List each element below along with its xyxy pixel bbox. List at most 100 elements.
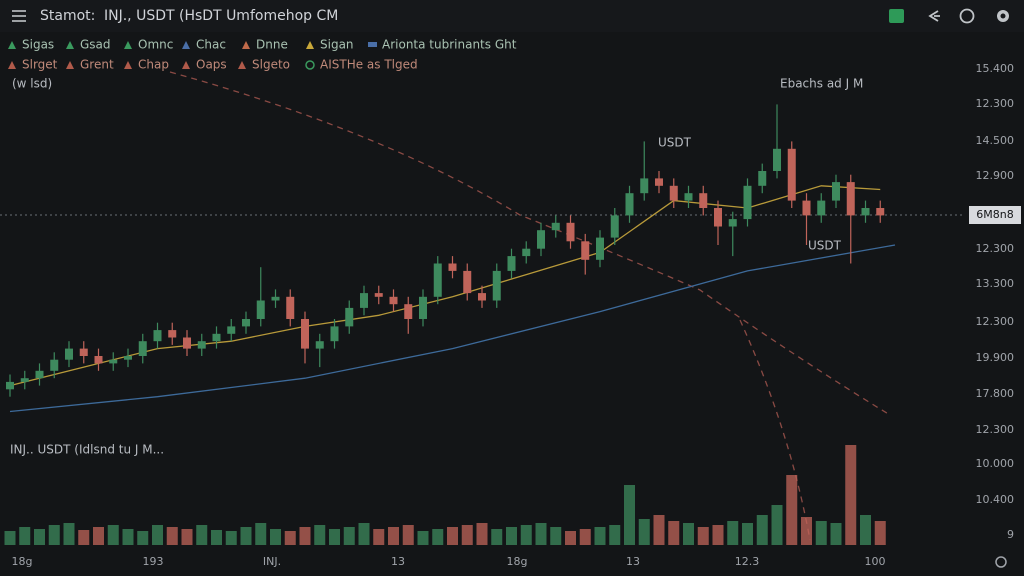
- volume-bar: [860, 515, 871, 545]
- volume-bar: [137, 531, 149, 545]
- volume-bar: [742, 523, 753, 545]
- legend-label: AISTHe as Tlged: [320, 58, 418, 72]
- candle-body: [404, 304, 413, 319]
- candle-body: [50, 359, 59, 371]
- volume-bar: [93, 527, 104, 545]
- volume-bar: [122, 529, 134, 545]
- legend-swatch: [124, 41, 132, 49]
- candle-body: [478, 293, 486, 301]
- y-axis-label: 10.400: [976, 493, 1015, 506]
- volume-bar: [181, 529, 193, 545]
- volume-bar: [786, 475, 798, 545]
- legend-swatch: [8, 41, 16, 49]
- candle-body: [655, 178, 663, 186]
- candle-body: [728, 219, 737, 227]
- annotation: USDT: [658, 136, 692, 150]
- y-axis-label: 12.300: [976, 423, 1015, 436]
- volume-bar: [624, 485, 635, 545]
- candle-body: [625, 193, 634, 216]
- y-axis-label: 12.300: [976, 315, 1015, 328]
- x-axis-label: 12.3: [735, 555, 760, 568]
- legend-label: Chac: [196, 38, 226, 52]
- volume-bar: [4, 531, 16, 545]
- legend-label: Arionta tubrinants Ght: [382, 38, 517, 52]
- y-axis-label: 12.300: [976, 97, 1015, 110]
- volume-bar: [609, 525, 621, 545]
- volume-bar: [299, 527, 311, 545]
- volume-bar: [373, 529, 385, 545]
- settings-small[interactable]: [995, 556, 1007, 568]
- volume-bar: [491, 529, 503, 545]
- share-icon[interactable]: [928, 10, 940, 22]
- volume-bar: [314, 525, 326, 545]
- candle-body: [433, 263, 442, 297]
- candle-body: [419, 296, 427, 319]
- y-axis-label: 12.300: [976, 242, 1015, 255]
- y-axis-label: 19.900: [976, 351, 1015, 364]
- candle-body: [227, 326, 236, 334]
- candle-body: [65, 348, 73, 360]
- volume-bar: [653, 515, 665, 545]
- volume-bar: [697, 527, 709, 545]
- candle-body: [596, 237, 604, 260]
- volume-bar: [845, 445, 857, 545]
- candle-body: [389, 296, 398, 305]
- x-axis-label: 18g: [507, 555, 528, 568]
- volume-bar: [48, 525, 60, 545]
- candle-body: [832, 182, 840, 201]
- volume-bar: [432, 529, 444, 545]
- candle-body: [138, 341, 147, 356]
- candle-body: [802, 200, 811, 216]
- legend-label: Oaps: [196, 58, 227, 72]
- candle-body: [537, 230, 545, 249]
- legend-swatch: [242, 41, 250, 49]
- legend-label: Dnne: [256, 38, 288, 52]
- candle-body: [94, 356, 103, 364]
- volume-bar: [550, 527, 562, 545]
- x-axis-label: 100: [865, 555, 886, 568]
- volume-bar: [329, 529, 340, 545]
- volume-bar: [565, 531, 576, 545]
- legend-label: Sigan: [320, 38, 354, 52]
- candle-body: [581, 241, 590, 260]
- candle-body: [330, 326, 339, 342]
- volume-bar: [461, 525, 473, 545]
- y-axis-label: 14.500: [976, 134, 1015, 147]
- legend-swatch: [124, 61, 132, 69]
- x-axis-label: 193: [143, 555, 164, 568]
- volume-bar: [343, 527, 355, 545]
- legend-label: Slgeto: [252, 58, 290, 72]
- legend-label: Slrget: [22, 58, 58, 72]
- legend-label: Sigas: [22, 38, 54, 52]
- volume-bar: [417, 531, 429, 545]
- candle-body: [640, 178, 649, 194]
- settings-icon-hole: [1000, 13, 1006, 19]
- candle-body: [817, 200, 826, 216]
- candle-body: [714, 208, 722, 227]
- candle-body: [35, 370, 44, 379]
- legend-label: Chap: [138, 58, 169, 72]
- header-title: Stamot:: [40, 8, 95, 24]
- y-axis-label: 9: [1007, 528, 1014, 541]
- volume-bar: [447, 527, 458, 545]
- candle-body: [212, 333, 221, 342]
- price-tag: [969, 206, 1021, 224]
- legend-label: Grent: [80, 58, 114, 72]
- candle-body: [242, 319, 250, 327]
- candle-body: [684, 193, 693, 201]
- candle-body: [79, 348, 88, 356]
- indicator-icon[interactable]: [889, 9, 904, 23]
- candle-body: [301, 319, 309, 349]
- volume-bar: [815, 521, 827, 545]
- volume-bar: [638, 519, 650, 545]
- y-axis-label: 15.400: [976, 62, 1015, 75]
- candle-body: [773, 148, 781, 171]
- candle-body: [168, 330, 177, 338]
- menu-icon[interactable]: [12, 10, 26, 22]
- refresh-icon[interactable]: [959, 8, 975, 24]
- candle-body: [669, 185, 678, 201]
- volume-bar: [388, 527, 399, 545]
- volume-bar: [476, 523, 488, 545]
- candle-body: [197, 341, 206, 349]
